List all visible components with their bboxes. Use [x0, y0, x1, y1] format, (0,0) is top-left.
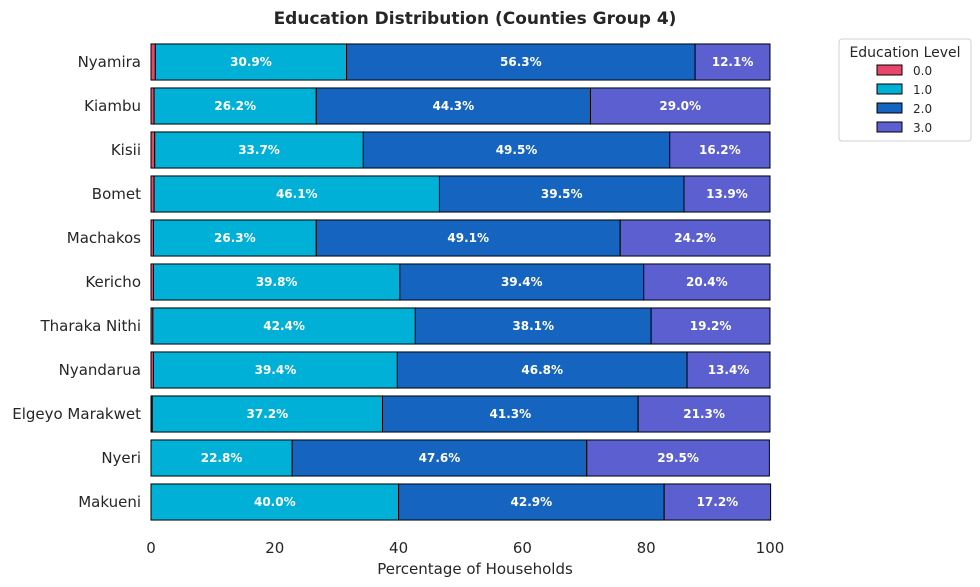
bar-data-label: 39.5%	[541, 187, 583, 201]
bar-data-label: 49.1%	[447, 231, 489, 245]
legend-swatch	[876, 121, 903, 133]
legend-label: 3.0	[913, 121, 932, 135]
bar-segment	[637, 395, 771, 433]
bar-data-label: 21.3%	[683, 407, 725, 421]
legend-swatch	[876, 83, 903, 95]
bars-group: 30.9% 56.3% 12.1% 26.2% 44.3% 29.0% 33.7% 49.5%…	[150, 43, 772, 521]
bar-data-label: 30.9%	[230, 55, 272, 69]
bar-data-label: 29.5%	[657, 451, 699, 465]
bar-data-label: 46.8%	[521, 363, 563, 377]
bar-data-label: 56.3%	[500, 55, 542, 69]
bar-data-label: 49.5%	[496, 143, 538, 157]
bar-data-label: 20.4%	[686, 275, 728, 289]
x-tick-label: 60	[513, 539, 532, 557]
bar-segment	[643, 263, 771, 301]
legend: Education Level 0.0 1.0 2.0 3.0	[838, 38, 972, 142]
bar-segment	[396, 351, 688, 389]
x-tick-label: 80	[637, 539, 656, 557]
legend-label: 1.0	[913, 83, 932, 97]
category-label: Makueni	[78, 493, 141, 511]
legend-label: 2.0	[913, 102, 932, 116]
bar-data-label: 33.7%	[238, 143, 280, 157]
bar-segment	[414, 307, 652, 345]
bar-segment	[346, 43, 696, 81]
category-label: Kericho	[85, 273, 141, 291]
bar-segment	[154, 131, 364, 169]
x-tick-label: 20	[265, 539, 284, 557]
legend-label: 0.0	[913, 64, 932, 78]
bar-segment	[683, 175, 771, 213]
bar-segment	[291, 439, 588, 477]
bar-segment	[650, 307, 771, 345]
bar-data-label: 12.1%	[712, 55, 754, 69]
bar-segment	[152, 219, 317, 257]
bar-segment	[150, 483, 400, 521]
bar-segment	[150, 439, 293, 477]
bar-segment	[152, 263, 401, 301]
bar-data-label: 13.9%	[706, 187, 748, 201]
bar-data-label: 29.0%	[659, 99, 701, 113]
bar-data-label: 39.4%	[255, 363, 297, 377]
bar-segment	[399, 263, 645, 301]
bar-segment	[154, 43, 348, 81]
bar-segment	[362, 131, 671, 169]
bar-segment	[438, 175, 685, 213]
x-tick-label: 40	[389, 539, 408, 557]
x-tick-label: 0	[146, 539, 156, 557]
bar-segment	[663, 483, 772, 521]
bar-data-label: 44.3%	[433, 99, 475, 113]
bar-data-label: 16.2%	[699, 143, 741, 157]
category-label: Nyeri	[101, 449, 141, 467]
legend-title: Education Level	[849, 45, 960, 61]
chart-title: Education Distribution (Counties Group 4…	[274, 9, 677, 29]
category-label: Nyandarua	[59, 361, 141, 379]
bar-data-label: 40.0%	[254, 495, 296, 509]
category-label: Elgeyo Marakwet	[12, 405, 141, 423]
bar-data-label: 24.2%	[674, 231, 716, 245]
legend-frame	[838, 38, 972, 142]
bar-data-label: 38.1%	[512, 319, 554, 333]
bar-data-label: 37.2%	[247, 407, 289, 421]
bar-segment	[669, 131, 771, 169]
bar-data-label: 46.1%	[276, 187, 318, 201]
bar-data-label: 26.3%	[214, 231, 256, 245]
legend-swatch	[876, 64, 903, 76]
bar-data-label: 42.9%	[511, 495, 553, 509]
bar-segment	[589, 87, 771, 125]
bar-segment	[150, 131, 156, 169]
bar-segment	[619, 219, 771, 257]
bar-data-label: 39.8%	[256, 275, 298, 289]
category-label: Bomet	[92, 185, 141, 203]
bar-data-label: 22.8%	[201, 451, 243, 465]
category-label: Kiambu	[84, 97, 141, 115]
legend-swatch	[876, 102, 903, 114]
bar-data-label: 13.4%	[708, 363, 750, 377]
x-axis-label: Percentage of Households	[377, 560, 573, 578]
x-axis: 0 20 40 60 80 100	[146, 539, 784, 557]
category-label: Tharaka Nithi	[39, 317, 141, 335]
category-label: Nyamira	[78, 53, 141, 71]
bar-data-label: 39.4%	[501, 275, 543, 289]
x-tick-label: 100	[756, 539, 785, 557]
bar-data-label: 47.6%	[419, 451, 461, 465]
bar-data-label: 26.2%	[214, 99, 256, 113]
category-label: Machakos	[67, 229, 141, 247]
bar-segment	[150, 43, 156, 81]
bar-segment	[694, 43, 771, 81]
bar-data-label: 19.2%	[690, 319, 732, 333]
bar-data-label: 42.4%	[263, 319, 305, 333]
bar-segment	[586, 439, 770, 477]
y-axis: Nyamira Kiambu Kisii Bomet Machakos Kericho Th…	[12, 53, 141, 511]
bar-segment	[152, 307, 416, 345]
bar-data-label: 41.3%	[490, 407, 532, 421]
category-label: Kisii	[111, 141, 141, 159]
bar-segment	[686, 351, 771, 389]
bar-segment	[315, 87, 591, 125]
bar-data-label: 17.2%	[697, 495, 739, 509]
